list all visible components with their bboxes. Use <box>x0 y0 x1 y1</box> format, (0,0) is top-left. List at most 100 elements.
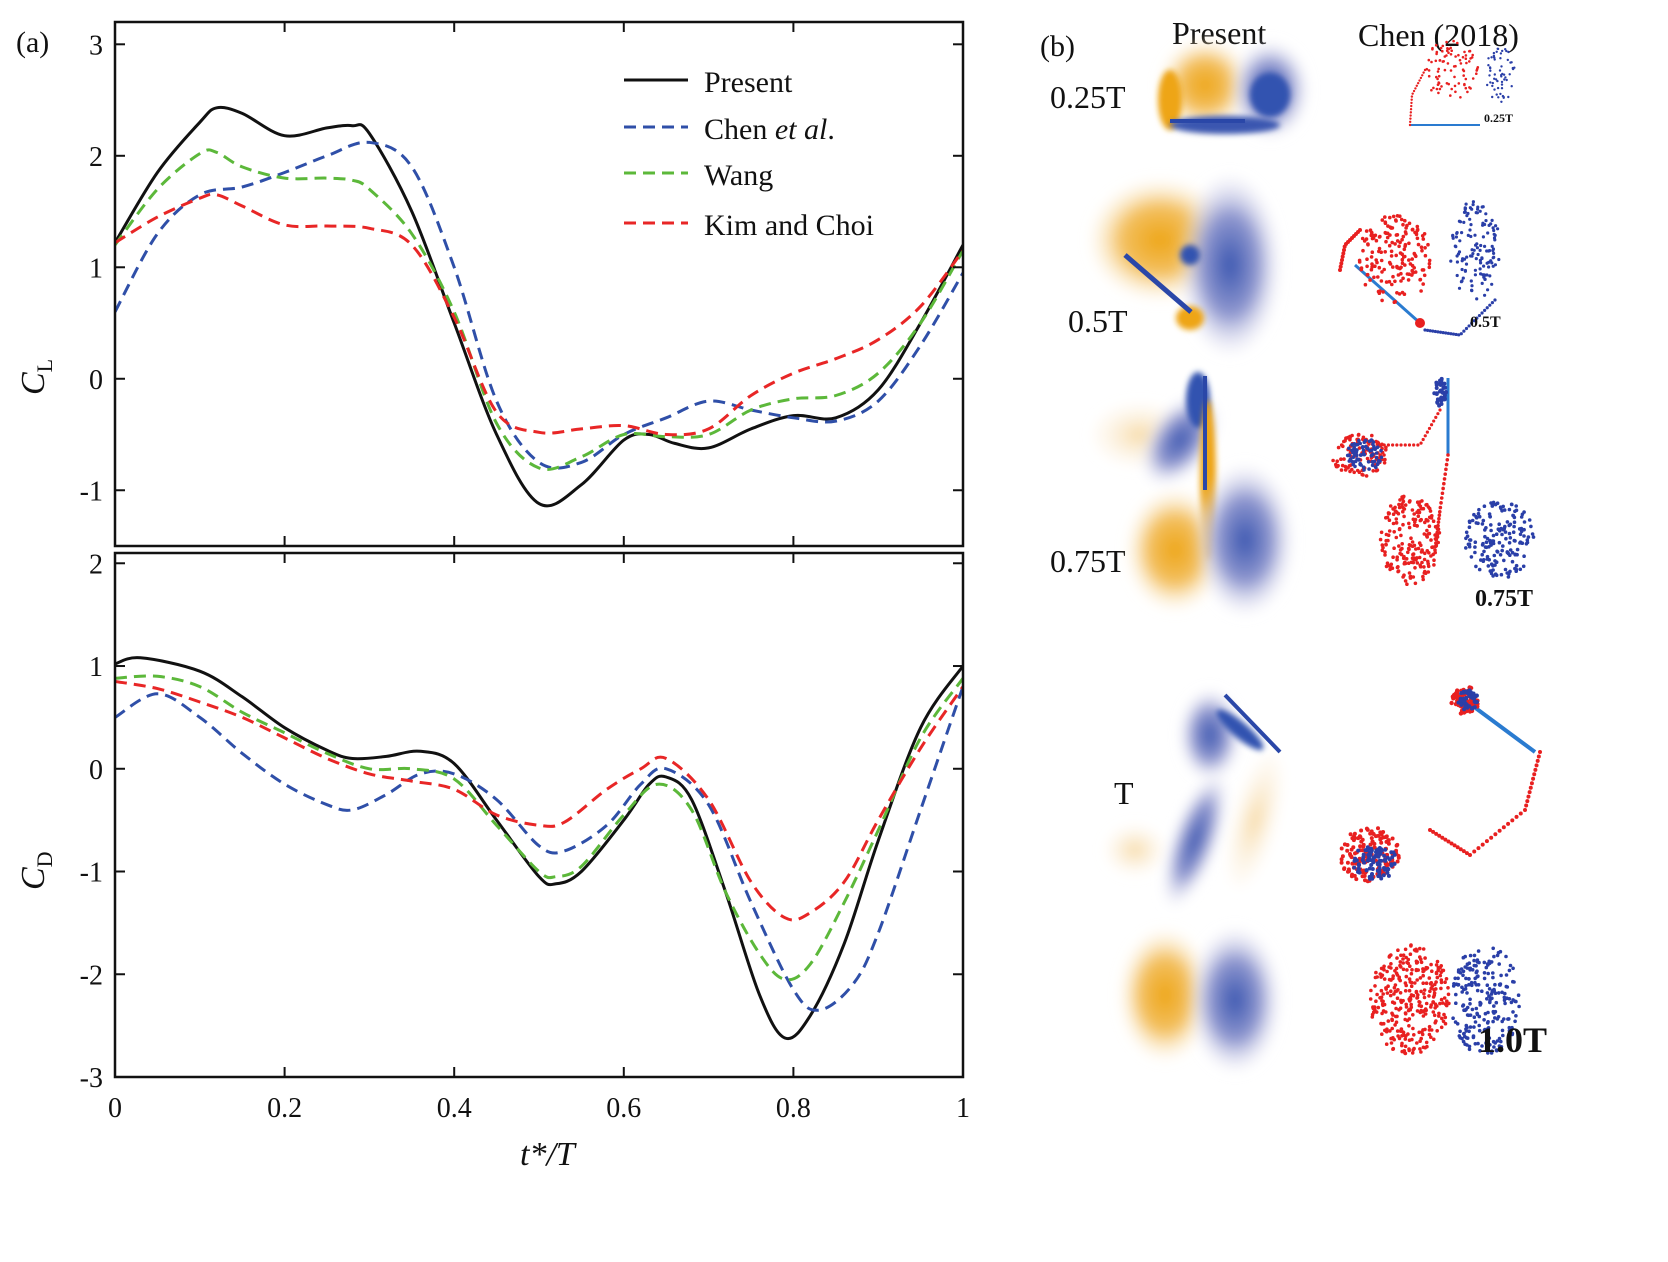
chen-label-075T: 0.75T <box>1475 586 1533 612</box>
particle <box>1398 251 1403 255</box>
particle <box>1399 953 1403 958</box>
particle <box>1468 50 1471 53</box>
particle <box>1432 1013 1437 1018</box>
particle <box>1394 535 1399 540</box>
particle <box>1373 984 1377 988</box>
particle <box>1515 547 1520 552</box>
particle <box>1420 268 1425 272</box>
particle <box>1475 211 1479 215</box>
particle <box>1487 545 1491 549</box>
particle <box>1467 542 1472 546</box>
particle <box>1363 282 1368 287</box>
particle <box>1464 202 1468 206</box>
particle <box>1483 293 1487 297</box>
particle <box>1410 101 1413 105</box>
particle <box>1376 833 1381 838</box>
particle <box>1342 248 1346 252</box>
particle <box>1439 501 1443 505</box>
particle <box>1488 538 1492 543</box>
particle <box>1380 270 1384 274</box>
particle <box>1409 108 1413 111</box>
particle <box>1475 242 1479 246</box>
particle <box>1339 261 1344 266</box>
particle <box>1431 552 1435 557</box>
particle <box>1428 509 1433 513</box>
particle <box>1445 457 1450 462</box>
particle <box>1489 501 1493 505</box>
particle <box>1426 532 1430 536</box>
particle <box>1345 843 1350 847</box>
particle <box>1366 242 1370 247</box>
particle <box>1494 224 1498 228</box>
particle <box>1473 233 1477 237</box>
particle <box>1446 331 1450 335</box>
particle <box>1378 537 1383 542</box>
particle <box>1500 87 1504 90</box>
particle <box>1483 545 1488 549</box>
particle <box>1399 279 1403 283</box>
particle <box>1415 1041 1419 1045</box>
particle <box>1439 496 1444 500</box>
particle <box>1429 1035 1433 1039</box>
particle <box>1444 462 1449 467</box>
particle <box>1462 220 1466 224</box>
particle <box>1400 290 1405 295</box>
particle <box>1477 567 1482 572</box>
particle <box>1514 1014 1518 1018</box>
particle <box>1500 1019 1504 1024</box>
particle <box>1491 95 1494 99</box>
particle <box>1384 280 1389 284</box>
particle <box>1414 254 1418 259</box>
particle <box>1497 1036 1502 1041</box>
particle <box>1386 1019 1391 1023</box>
particle <box>1496 86 1500 90</box>
particle <box>1374 238 1379 243</box>
particle <box>1356 848 1361 853</box>
particle <box>1467 704 1472 709</box>
particle <box>1461 55 1465 59</box>
particle <box>1427 1032 1432 1037</box>
particle <box>1458 1029 1462 1034</box>
particle <box>1491 1019 1495 1024</box>
particle <box>1427 994 1431 998</box>
particle <box>1521 564 1526 569</box>
particle <box>1464 851 1469 856</box>
particle <box>1374 999 1378 1003</box>
particle <box>1460 990 1464 994</box>
particle <box>1507 523 1511 528</box>
particle <box>1529 781 1534 786</box>
particle <box>1499 92 1502 96</box>
svg-text:Kim and Choi: Kim and Choi <box>704 209 874 242</box>
particle <box>1409 536 1413 540</box>
particle <box>1472 1015 1477 1019</box>
particle <box>1516 993 1521 997</box>
particle <box>1350 836 1355 841</box>
particle <box>1458 971 1463 975</box>
particle <box>1464 984 1468 988</box>
particle <box>1480 311 1484 315</box>
particle <box>1425 430 1429 434</box>
particle <box>1439 986 1443 991</box>
particle <box>1459 62 1463 65</box>
particle <box>1459 96 1462 99</box>
particle <box>1379 988 1384 993</box>
particle <box>1459 332 1463 336</box>
particle <box>1427 58 1431 62</box>
particle <box>1346 453 1351 458</box>
particle <box>1469 234 1473 239</box>
particle <box>1433 329 1437 334</box>
particle <box>1450 49 1453 52</box>
particle <box>1342 439 1346 444</box>
axes-frame <box>113 551 965 1079</box>
particle <box>1436 83 1440 86</box>
particle <box>1475 316 1479 320</box>
particle <box>1461 955 1466 960</box>
particle <box>1393 279 1397 284</box>
particle <box>1394 517 1399 521</box>
particle <box>1436 968 1440 972</box>
panel-a-label: (a) <box>16 26 49 59</box>
particle <box>1495 1048 1499 1053</box>
particle <box>1342 867 1347 871</box>
particle <box>1389 249 1394 254</box>
particle <box>1425 1044 1429 1049</box>
